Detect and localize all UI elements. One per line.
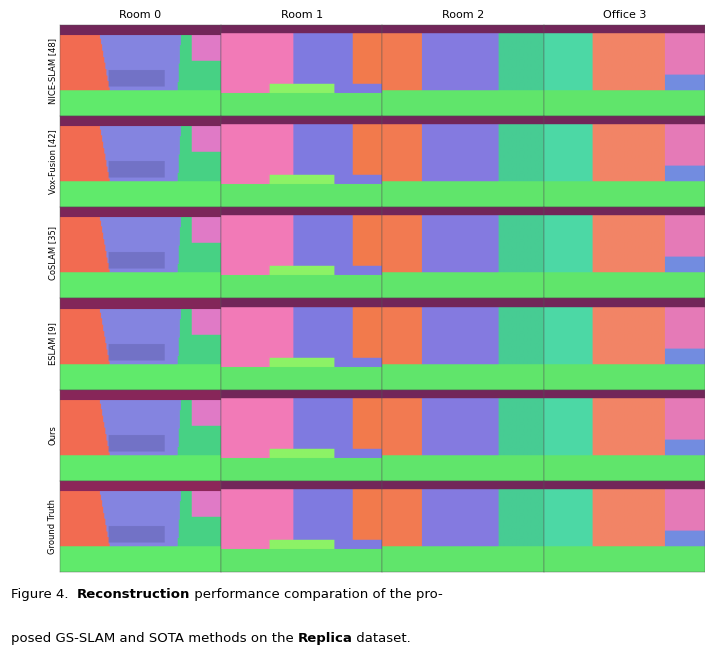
Text: CoSLAM [35]: CoSLAM [35] xyxy=(48,226,57,280)
Text: Figure 4.: Figure 4. xyxy=(11,588,77,601)
Text: Ground Truth: Ground Truth xyxy=(48,498,57,554)
Text: Room 0: Room 0 xyxy=(119,10,161,20)
Text: dataset.: dataset. xyxy=(352,632,411,645)
Text: Reconstruction: Reconstruction xyxy=(77,588,190,601)
Text: Room 1: Room 1 xyxy=(281,10,323,20)
Text: Room 2: Room 2 xyxy=(442,10,484,20)
Text: posed GS-SLAM and SOTA methods on the: posed GS-SLAM and SOTA methods on the xyxy=(11,632,298,645)
Text: NICE-SLAM [48]: NICE-SLAM [48] xyxy=(48,38,57,104)
Text: ESLAM [9]: ESLAM [9] xyxy=(48,323,57,366)
Text: Office 3: Office 3 xyxy=(603,10,646,20)
Text: Vox-Fusion [42]: Vox-Fusion [42] xyxy=(48,130,57,194)
Text: Replica: Replica xyxy=(298,632,352,645)
Text: Ours: Ours xyxy=(48,425,57,445)
Text: performance comparation of the pro-: performance comparation of the pro- xyxy=(190,588,443,601)
